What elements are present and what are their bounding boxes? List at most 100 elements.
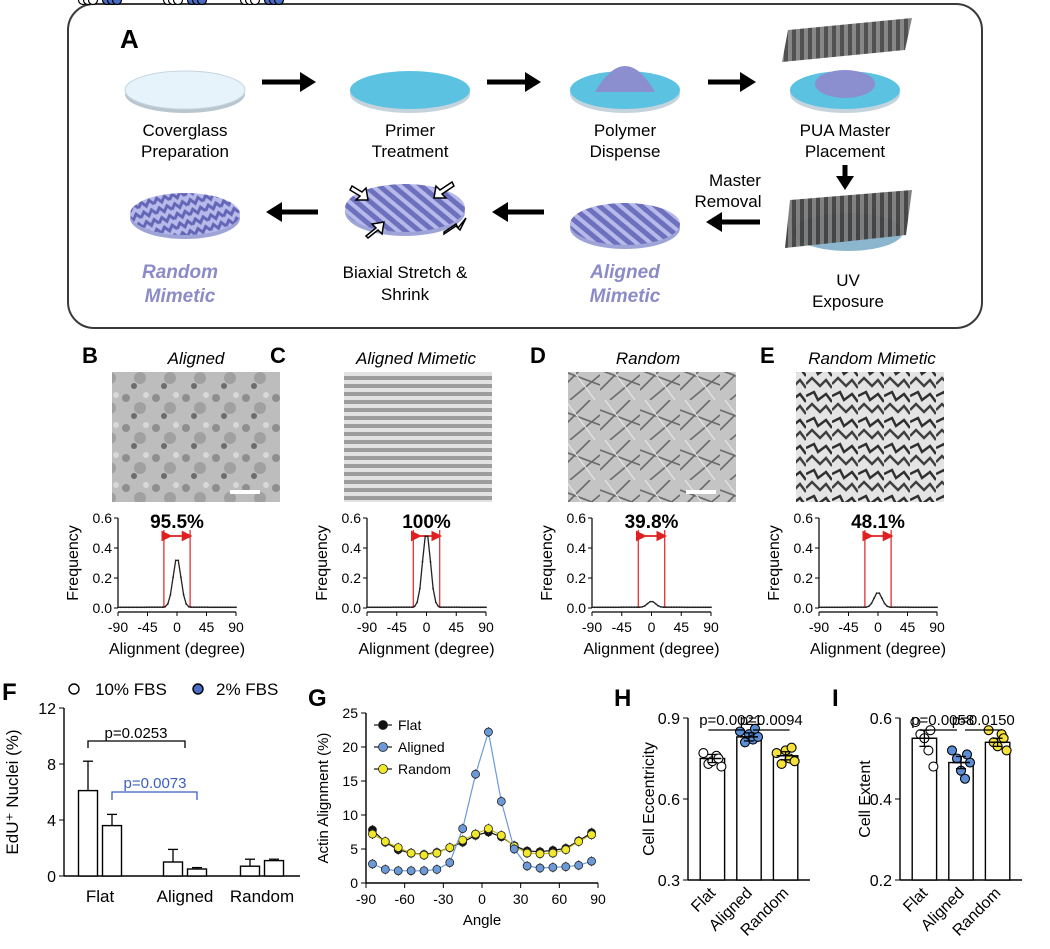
bar <box>263 859 285 877</box>
x-tick-label: -90 <box>809 619 829 635</box>
x-tick-label: -45 <box>838 619 858 635</box>
y-tick-label: 20 <box>342 739 358 755</box>
biaxial-line1: Biaxial Stretch & <box>343 263 468 282</box>
step-primer-line2: Treatment <box>372 142 449 161</box>
bar <box>77 789 99 877</box>
image-title-c: Aligned Mimetic <box>355 349 476 368</box>
y-tick-label: 8 <box>47 757 56 774</box>
panel-h-label: H <box>614 685 631 712</box>
panel-a-label: A <box>120 24 139 54</box>
data-point <box>368 859 377 869</box>
y-tick-label: 0.9 <box>658 711 680 728</box>
y-tick-label: 0.4 <box>93 540 113 556</box>
p-value-label: p=0.0253 <box>105 725 168 742</box>
significance-bracket <box>87 740 186 748</box>
step-pua-line1: PUA Master <box>800 121 891 140</box>
x-tick-label: -60 <box>395 891 415 907</box>
random-mimetic-line1: Random <box>142 262 218 283</box>
image-title-d: Random <box>616 349 680 368</box>
image-title-b: Aligned <box>167 349 225 368</box>
data-point <box>535 863 545 873</box>
chart-edu-nuclei: 0 4 8 12 EdU⁺ Nuclei (%) Flat Aligned Random 10%… <box>3 0 300 906</box>
data-point <box>789 756 800 767</box>
master-removal-line2: Removal <box>694 192 761 211</box>
step-coverglass-line2: Preparation <box>141 142 229 161</box>
scale-bar <box>230 490 260 494</box>
data-point <box>749 723 761 734</box>
x-tick-label: 0 <box>478 891 486 907</box>
y-tick-label: 4 <box>47 813 56 830</box>
y-tick-label: 0.6 <box>567 510 587 526</box>
data-point <box>1001 745 1012 756</box>
bar <box>736 736 762 881</box>
data-point <box>522 848 532 858</box>
panel-e-label: E <box>760 343 775 368</box>
data-point <box>406 848 416 858</box>
data-point <box>561 862 571 872</box>
primer-disk <box>350 71 470 113</box>
data-point <box>923 745 934 756</box>
y-tick-label: 0.3 <box>658 873 680 890</box>
x-tick-label: -45 <box>387 619 407 635</box>
legend-label: 2% FBS <box>216 680 278 699</box>
legend-marker <box>378 720 388 730</box>
y-tick-label: 0.2 <box>342 570 362 586</box>
data-point <box>393 866 403 876</box>
data-point <box>587 830 596 840</box>
polymer-dispense-disk <box>570 66 680 113</box>
data-point <box>522 861 532 871</box>
coverglass-disk <box>124 70 246 113</box>
y-tick-label: 0.2 <box>870 873 892 890</box>
data-point <box>484 727 493 737</box>
y-tick-label: 0.6 <box>93 510 113 526</box>
y-tick-label: 0.0 <box>567 600 587 616</box>
micrograph-random-mimetic <box>796 372 944 502</box>
y-axis-label: Frequency <box>314 525 331 601</box>
y-axis-label: Cell Extent <box>857 760 874 838</box>
y-axis-label: Frequency <box>766 525 783 601</box>
y-tick-label: 0.2 <box>93 570 113 586</box>
random-mimetic-line2: Mimetic <box>145 286 216 307</box>
data-point <box>509 844 519 854</box>
panel-g-label: G <box>308 685 327 712</box>
bar <box>911 737 938 881</box>
x-tick-label: -90 <box>582 619 602 635</box>
y-tick-label: 0.4 <box>342 540 362 556</box>
data-point <box>734 726 746 737</box>
p-value-label: p=0.0150 <box>952 712 1015 729</box>
arrow-left-icon <box>492 202 544 222</box>
significance-bracket <box>111 791 198 800</box>
series-line <box>372 827 592 856</box>
panel-b-label: B <box>82 343 98 368</box>
y-tick-label: 0.2 <box>794 570 814 586</box>
distribution-line <box>819 592 937 608</box>
data-point <box>698 748 709 759</box>
arrow-right-icon <box>487 72 541 92</box>
data-point <box>445 843 455 853</box>
x-tick-label: 0 <box>648 619 656 635</box>
data-point <box>548 848 558 858</box>
y-axis-label: Cell Eccentricity <box>641 742 658 856</box>
data-point <box>196 0 208 6</box>
y-tick-label: 5 <box>350 841 358 857</box>
x-axis-label: Alignment (degree) <box>583 641 719 658</box>
x-tick-label: -90 <box>108 619 128 635</box>
bar <box>772 755 799 881</box>
frequency-plots: 0.0 0.2 0.4 0.6 -90 -45 0 45 90 Frequency Alignmen… <box>65 510 946 658</box>
distribution-line <box>592 600 711 608</box>
data-point <box>574 860 584 870</box>
step-polymer-line1: Polymer <box>594 121 657 140</box>
legend-label: Random <box>398 761 451 777</box>
micrograph-aligned-mimetic <box>344 372 492 502</box>
data-point <box>458 824 468 833</box>
panel-d-label: D <box>530 343 546 368</box>
data-point <box>910 716 921 728</box>
chart-actin-alignment: 0 5 10 15 20 25 -90 -60 -30 0 30 60 90 Angle Actin Ali… <box>315 705 606 929</box>
step-uv-line1: UV <box>836 271 860 290</box>
bar <box>984 741 1011 881</box>
data-point <box>548 862 558 872</box>
x-tick-label: 0 <box>874 619 882 635</box>
data-point <box>484 824 493 833</box>
y-tick-label: 0.6 <box>342 510 362 526</box>
legend-marker <box>378 742 388 752</box>
